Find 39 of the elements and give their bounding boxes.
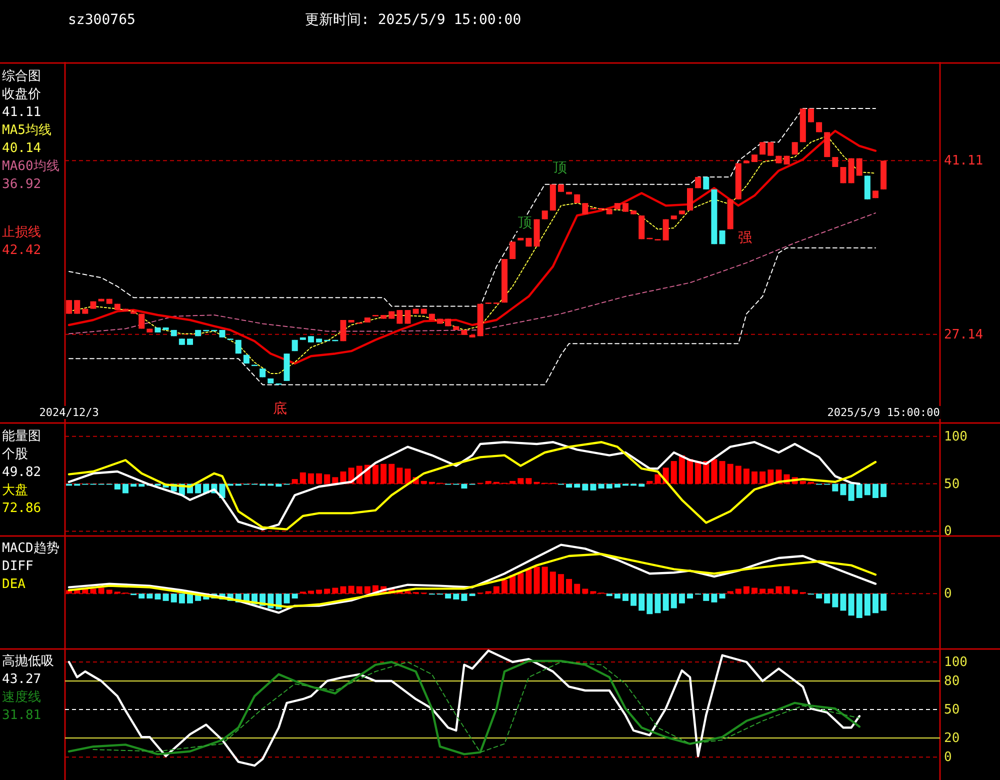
text: 43.27: [2, 672, 42, 687]
text: 大盘: [2, 483, 28, 498]
text: MA5均线: [2, 123, 52, 138]
series-label: 高抛低吸: [2, 653, 54, 669]
y-tick-label: 80: [944, 674, 960, 689]
y-tick-label: 41.11: [944, 154, 984, 169]
x-tick-label: 2024/12/3: [39, 406, 99, 419]
legend-title: 综合图: [2, 69, 41, 84]
legend-title: 能量图: [2, 429, 41, 444]
legend-title: MACD趋势: [2, 541, 60, 556]
y-tick-label: 50: [944, 476, 960, 492]
annotation: 强: [738, 230, 752, 246]
text: MA60均线: [2, 159, 60, 174]
text: 31.81: [2, 708, 42, 723]
text: 速度线: [2, 689, 41, 705]
text: 42.42: [2, 243, 42, 258]
text: 止损线: [2, 225, 41, 240]
y-tick-label: 0: [944, 524, 952, 540]
y-tick-label: 0: [944, 750, 952, 766]
text: 72.86: [2, 501, 42, 516]
text: 49.82: [2, 465, 42, 480]
y-tick-label: 100: [944, 429, 968, 444]
chart-subtitle: 更新时间: 2025/5/9 15:00:00: [305, 12, 522, 28]
y-tick-label: 20: [944, 731, 960, 746]
text: 41.11: [2, 105, 42, 120]
chart-title: sz300765: [68, 12, 136, 28]
text: 个股: [2, 447, 28, 462]
text: DEA: [2, 577, 26, 592]
text: DIFF: [2, 559, 34, 574]
x-tick-label: 2025/5/9 15:00:00: [827, 406, 940, 419]
text: 收盘价: [2, 87, 41, 102]
text: 36.92: [2, 177, 42, 192]
y-tick-label: 50: [944, 702, 960, 718]
text: 40.14: [2, 141, 42, 156]
annotation: 顶: [553, 160, 567, 176]
y-tick-label: 100: [944, 654, 968, 670]
y-tick-label: 27.14: [944, 327, 984, 342]
annotation: 底: [273, 401, 287, 417]
annotation: 顶: [518, 215, 532, 231]
